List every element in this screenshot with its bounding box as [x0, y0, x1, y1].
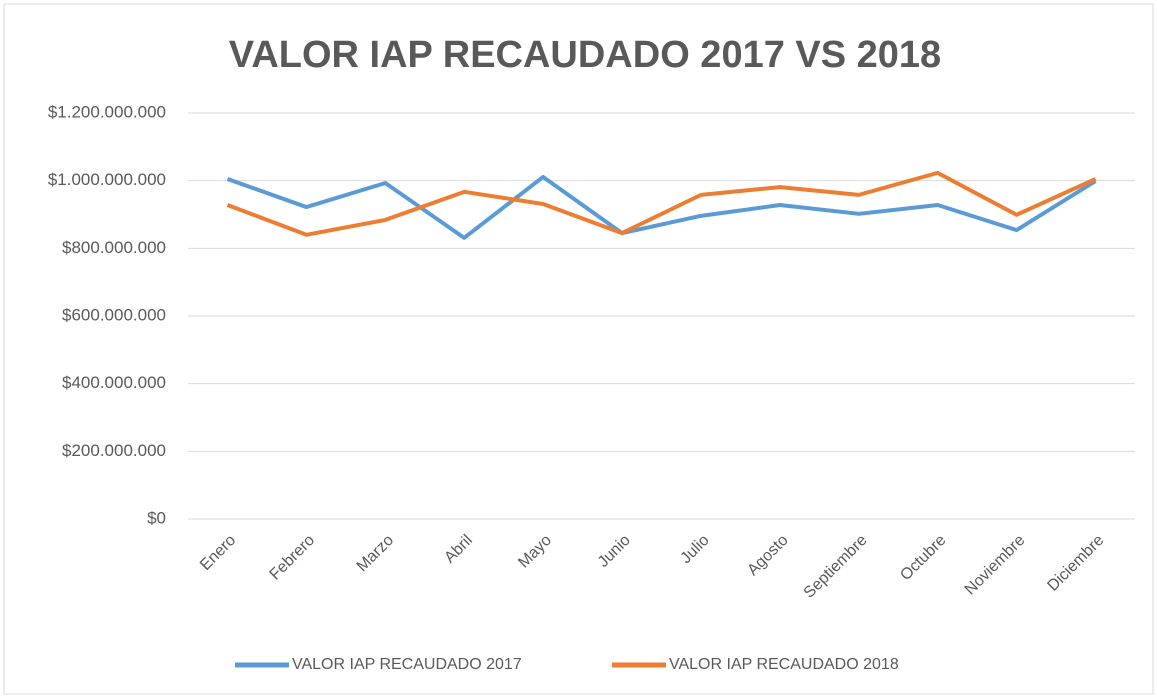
- y-tick-label: $400.000.000: [62, 373, 166, 392]
- y-tick-label: $200.000.000: [62, 441, 166, 460]
- chart-title: VALOR IAP RECAUDADO 2017 VS 2018: [229, 34, 941, 76]
- y-tick-label: $1.000.000.000: [48, 170, 166, 189]
- y-tick-label: $800.000.000: [62, 238, 166, 257]
- legend-label: VALOR IAP RECAUDADO 2018: [669, 656, 899, 673]
- y-tick-label: $1.200.000.000: [48, 102, 166, 121]
- y-tick-label: $0: [147, 508, 166, 527]
- legend-label: VALOR IAP RECAUDADO 2017: [292, 656, 522, 673]
- y-tick-label: $600.000.000: [62, 305, 166, 324]
- data-line: [226, 174, 1097, 240]
- chart-border: [3, 3, 1154, 695]
- data-line: [226, 170, 1097, 237]
